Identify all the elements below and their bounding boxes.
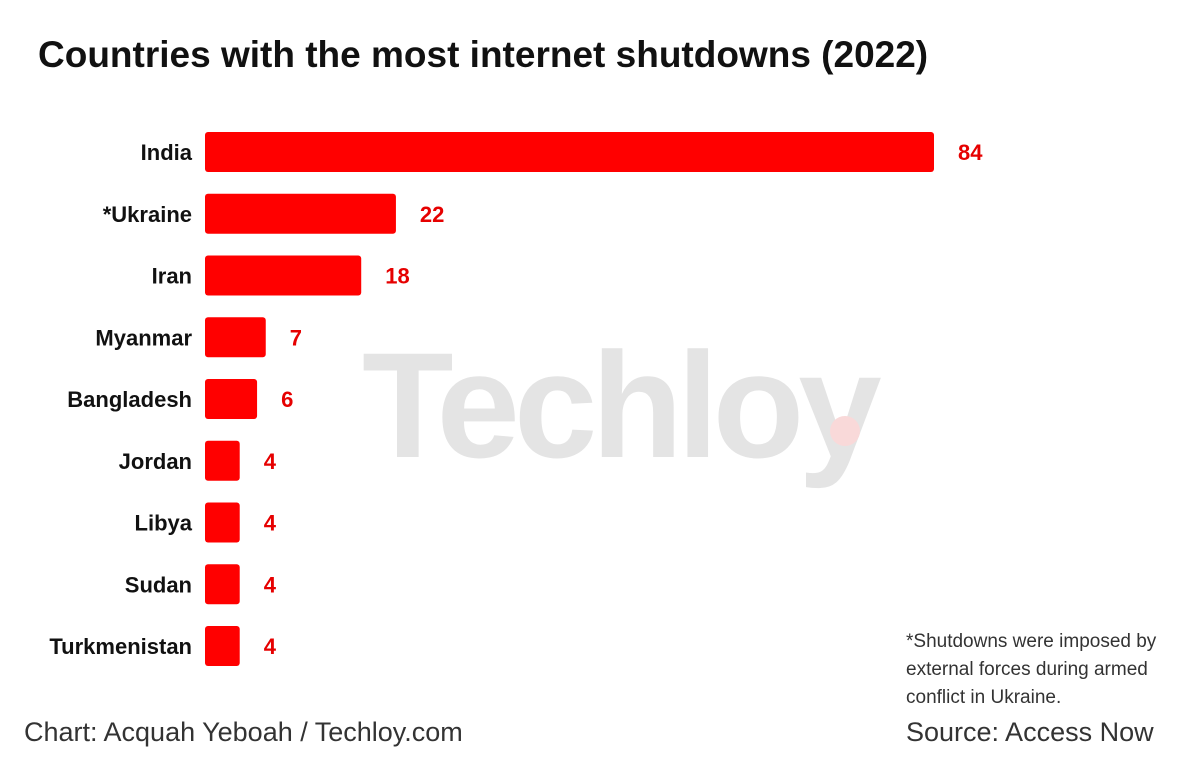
- value-label: 22: [420, 202, 444, 227]
- category-label: Turkmenistan: [49, 634, 192, 659]
- value-label: 4: [264, 511, 277, 536]
- bar-chart: India 84 *Ukraine 22 Iran 18 Myanmar 7 Banglades…: [49, 132, 983, 666]
- category-label: Libya: [135, 511, 193, 536]
- techloy-watermark: Techloy: [362, 321, 882, 489]
- footnote-line: conflict in Ukraine.: [906, 687, 1062, 708]
- bar: [205, 626, 240, 666]
- category-label: *Ukraine: [103, 202, 192, 227]
- category-label: Bangladesh: [67, 387, 192, 412]
- value-label: 4: [264, 449, 277, 474]
- bar: [205, 379, 258, 419]
- bar: [205, 502, 240, 543]
- footnote-line: external forces during armed: [906, 659, 1148, 680]
- bar: [205, 317, 266, 358]
- value-label: 4: [264, 572, 277, 597]
- watermark-dot: [830, 416, 860, 446]
- category-label: Jordan: [119, 449, 192, 474]
- bar: [205, 255, 362, 296]
- category-label: Sudan: [125, 572, 192, 597]
- footnote: *Shutdowns were imposed by external forc…: [906, 628, 1196, 712]
- bar: [205, 440, 240, 481]
- chart-credit: Chart: Acquah Yeboah / Techloy.com: [24, 717, 463, 747]
- value-label: 6: [281, 387, 293, 412]
- category-label: Myanmar: [95, 325, 192, 350]
- value-label: 7: [290, 325, 302, 350]
- bar: [205, 193, 396, 234]
- value-label: 4: [264, 634, 277, 659]
- bar: [205, 132, 934, 172]
- chart-title: Countries with the most internet shutdow…: [38, 34, 929, 75]
- category-label: India: [141, 140, 193, 165]
- value-label: 84: [958, 140, 983, 165]
- data-source: Source: Access Now: [906, 717, 1154, 747]
- footnote-line: *Shutdowns were imposed by: [906, 631, 1157, 652]
- category-label: Iran: [152, 264, 192, 289]
- value-label: 18: [385, 264, 409, 289]
- bar: [205, 564, 240, 605]
